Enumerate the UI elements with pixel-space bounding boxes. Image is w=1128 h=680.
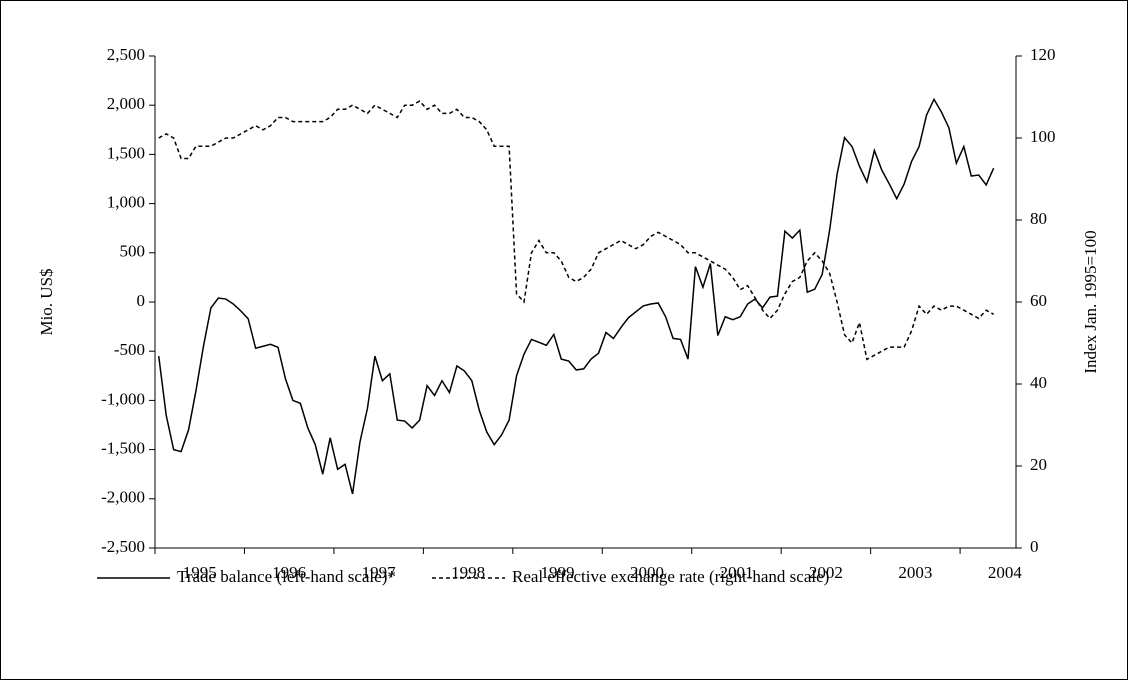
y-tick-label: 2,500 xyxy=(107,45,145,64)
legend-label: Trade balance (left-hand scale)* xyxy=(177,567,396,586)
x-tick-label: 1999 xyxy=(541,563,575,582)
y-tick-label: 2,000 xyxy=(107,94,145,113)
legend-label: Real effective exchange rate (right-hand… xyxy=(512,567,829,586)
x-tick-label: 1995 xyxy=(183,563,217,582)
x-tick-label: 2003 xyxy=(898,563,932,582)
x-tick-label: 2001 xyxy=(719,563,753,582)
y2-tick-label: 0 xyxy=(1030,537,1039,556)
y-tick-label: -1,500 xyxy=(101,439,145,458)
y-tick-label: 1,000 xyxy=(107,193,145,212)
y2-tick-label: 120 xyxy=(1030,45,1056,64)
x-tick-label: 1998 xyxy=(451,563,485,582)
x-tick-label: 2002 xyxy=(809,563,843,582)
x-tick-label: 2000 xyxy=(630,563,664,582)
y-tick-label: -500 xyxy=(114,340,145,359)
y2-tick-label: 60 xyxy=(1030,291,1047,310)
x-tick-label: 2004 xyxy=(988,563,1023,582)
y2-tick-label: 20 xyxy=(1030,455,1047,474)
y2-axis-label: Index Jan. 1995=100 xyxy=(1081,230,1100,373)
y-tick-label: 1,500 xyxy=(107,143,145,162)
y-tick-label: 500 xyxy=(120,242,146,261)
y-tick-label: -1,000 xyxy=(101,389,145,408)
y2-tick-label: 80 xyxy=(1030,209,1047,228)
x-tick-label: 1997 xyxy=(362,563,397,582)
y-tick-label: 0 xyxy=(137,291,146,310)
y-tick-label: -2,000 xyxy=(101,488,145,507)
x-tick-label: 1996 xyxy=(272,563,306,582)
y-tick-label: -2,500 xyxy=(101,537,145,556)
series-line xyxy=(157,97,995,495)
y2-tick-label: 40 xyxy=(1030,373,1047,392)
y-axis-label: Mio. US$ xyxy=(37,268,56,335)
y2-tick-label: 100 xyxy=(1030,127,1056,146)
